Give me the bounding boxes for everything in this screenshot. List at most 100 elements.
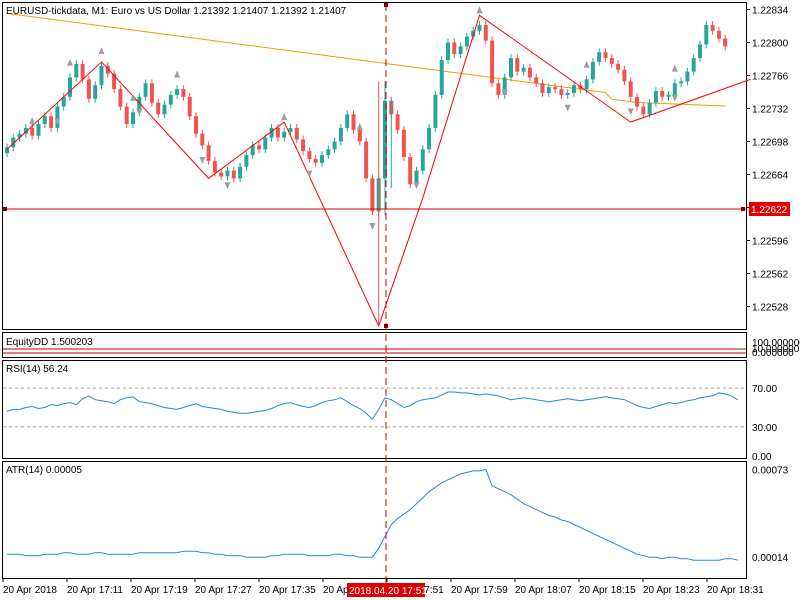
fractal-up-icon bbox=[281, 113, 288, 121]
candle bbox=[641, 102, 646, 119]
candle bbox=[464, 32, 469, 51]
candle bbox=[162, 100, 167, 119]
time-tick-label: 20 Apr 17:11 bbox=[67, 585, 123, 596]
price-tick-label: 1.22596 bbox=[752, 237, 789, 248]
candle bbox=[345, 110, 350, 132]
time-badge-label: 2018.04.20 17:51 bbox=[349, 586, 427, 597]
candle bbox=[194, 112, 198, 138]
time-tick-label: 20 Apr 18:15 bbox=[579, 585, 636, 596]
candle bbox=[288, 124, 293, 136]
time-tick-label: 20 Apr 18:23 bbox=[643, 585, 700, 596]
candle bbox=[307, 147, 312, 163]
time-tick-label: 20 Apr 17:27 bbox=[195, 585, 252, 596]
candle bbox=[565, 89, 570, 99]
crosshair-bottom-handle[interactable] bbox=[384, 324, 388, 328]
price-tick-label: 1.22732 bbox=[752, 105, 789, 116]
candle bbox=[143, 79, 148, 101]
candle bbox=[112, 69, 117, 93]
candle bbox=[68, 73, 72, 101]
rsi-panel-frame bbox=[2, 360, 747, 459]
candle bbox=[521, 63, 526, 76]
fractal-up-icon bbox=[671, 64, 678, 72]
candle bbox=[515, 54, 520, 76]
fractal-up-icon bbox=[98, 47, 105, 55]
hline-right-handle[interactable] bbox=[741, 207, 745, 211]
equity-tick-label: 10.000000 bbox=[752, 344, 800, 355]
price-plot[interactable] bbox=[5, 6, 751, 328]
fractal-up-icon bbox=[583, 60, 590, 68]
candle bbox=[446, 38, 450, 64]
candle bbox=[124, 102, 129, 128]
candle bbox=[269, 124, 274, 142]
candle bbox=[572, 81, 576, 97]
candle bbox=[546, 83, 551, 97]
price-tick-label: 1.22562 bbox=[752, 270, 789, 281]
candle bbox=[710, 21, 715, 35]
candle bbox=[5, 143, 9, 158]
fractal-down-icon bbox=[199, 157, 206, 165]
candle bbox=[105, 61, 110, 78]
candle bbox=[590, 58, 595, 84]
price-panel-frame bbox=[2, 2, 747, 330]
candle bbox=[370, 174, 375, 216]
fractal-down-icon bbox=[306, 170, 313, 178]
candle bbox=[439, 56, 444, 99]
candle bbox=[156, 98, 161, 119]
zigzag-line bbox=[6, 14, 751, 328]
candle bbox=[225, 166, 230, 181]
rsi-line bbox=[6, 391, 739, 420]
time-tick-label: 20 Apr 18:31 bbox=[707, 585, 764, 596]
fractal-up-icon bbox=[476, 6, 483, 14]
candle bbox=[704, 21, 709, 49]
atr-tick-label: 0.00073 bbox=[752, 465, 789, 476]
candle bbox=[496, 79, 501, 99]
rsi-tick-label: 0.00 bbox=[752, 452, 772, 463]
fractal-down-icon bbox=[501, 89, 508, 97]
candle bbox=[11, 133, 16, 152]
candle bbox=[294, 124, 299, 144]
candle bbox=[49, 112, 54, 132]
crosshair-top-handle[interactable] bbox=[384, 3, 388, 7]
rsi-tick-label: 70.00 bbox=[752, 384, 777, 395]
time-tick-label: 20 Apr 17:19 bbox=[131, 585, 188, 596]
candle bbox=[698, 40, 702, 62]
candle bbox=[168, 91, 173, 109]
candle bbox=[509, 54, 513, 82]
atr-panel-frame bbox=[2, 461, 747, 579]
fractal-down-icon bbox=[627, 108, 634, 116]
candle bbox=[723, 34, 728, 51]
candle bbox=[635, 92, 639, 111]
candle bbox=[74, 59, 79, 82]
atr-line bbox=[7, 468, 738, 561]
candle bbox=[263, 133, 268, 154]
candle bbox=[622, 65, 627, 86]
candle bbox=[395, 110, 400, 134]
candle bbox=[231, 166, 236, 183]
time-tick-label: 20 Apr 2018 bbox=[3, 585, 57, 596]
candle bbox=[534, 73, 539, 88]
candle bbox=[181, 85, 186, 101]
time-tick-label: 20 Apr 18:07 bbox=[515, 585, 572, 596]
candle bbox=[527, 63, 532, 82]
candle bbox=[685, 67, 690, 86]
candle bbox=[401, 125, 406, 161]
candle bbox=[93, 81, 98, 103]
candle bbox=[118, 85, 123, 111]
candle bbox=[458, 42, 463, 59]
candle bbox=[584, 75, 589, 93]
rsi-panel-title: RSI(14) 56.24 bbox=[6, 364, 69, 375]
candle bbox=[490, 36, 495, 88]
equity-tick-label: 100.000000 bbox=[752, 338, 800, 349]
hline-left-handle[interactable] bbox=[3, 207, 7, 211]
atr-plot bbox=[7, 468, 738, 561]
fractal-up-icon bbox=[67, 58, 73, 66]
chart-title: EURUSD-tickdata, M1: Euro vs US Dollar 1… bbox=[6, 6, 347, 17]
candle bbox=[351, 110, 356, 134]
candle bbox=[716, 26, 721, 43]
fractal-down-icon bbox=[136, 108, 143, 116]
atr-panel-title: ATR(14) 0.00005 bbox=[6, 465, 82, 476]
candle bbox=[282, 127, 287, 142]
candle bbox=[483, 21, 488, 45]
time-tick-label: 20 Apr 17:35 bbox=[259, 585, 316, 596]
